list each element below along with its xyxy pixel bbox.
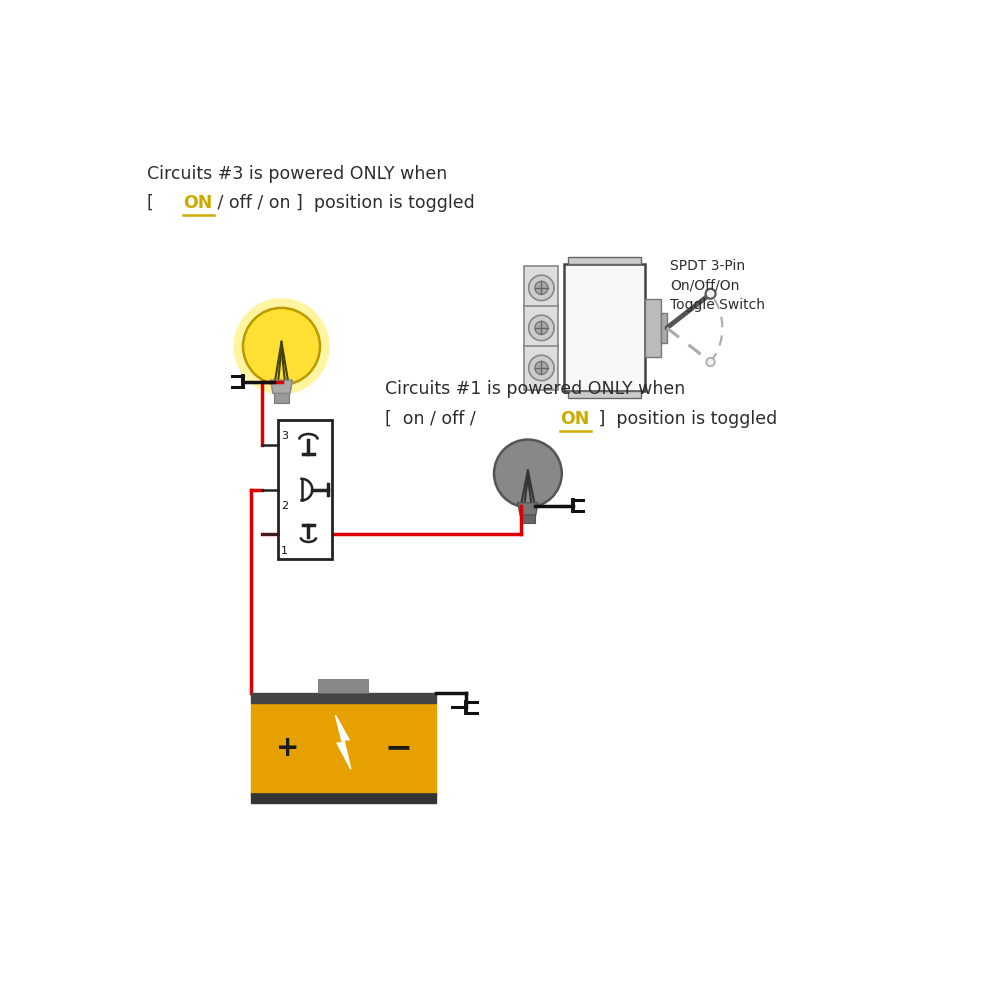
Bar — [568, 257, 641, 264]
Text: ]  position is toggled: ] position is toggled — [593, 410, 777, 428]
Bar — [251, 693, 436, 703]
Text: 2: 2 — [281, 501, 288, 511]
Text: Circuits #3 is powered ONLY when: Circuits #3 is powered ONLY when — [147, 165, 447, 183]
Text: ON: ON — [560, 410, 590, 428]
Bar — [318, 679, 368, 693]
Bar — [524, 306, 558, 349]
Circle shape — [243, 308, 320, 385]
Text: / off / on ]  position is toggled: / off / on ] position is toggled — [212, 194, 475, 212]
Polygon shape — [335, 715, 351, 769]
Circle shape — [233, 298, 330, 395]
Bar — [661, 312, 667, 343]
Text: SPDT 3-Pin
On/Off/On
Toggle Switch: SPDT 3-Pin On/Off/On Toggle Switch — [670, 259, 765, 312]
Circle shape — [706, 289, 716, 299]
Text: 1: 1 — [281, 546, 288, 556]
Polygon shape — [271, 380, 292, 393]
Polygon shape — [518, 503, 538, 515]
Circle shape — [529, 355, 554, 381]
Bar — [645, 299, 661, 357]
Bar — [251, 792, 436, 803]
Bar — [274, 393, 289, 403]
Text: [  on / off /: [ on / off / — [385, 410, 482, 428]
Bar — [568, 391, 641, 398]
Text: Circuits #1 is powered ONLY when: Circuits #1 is powered ONLY when — [385, 380, 686, 398]
Circle shape — [529, 315, 554, 341]
Text: −: − — [385, 731, 413, 764]
Text: 3: 3 — [281, 431, 288, 441]
Text: ON: ON — [183, 194, 212, 212]
Circle shape — [706, 358, 715, 366]
Bar — [521, 515, 535, 523]
Bar — [251, 703, 436, 792]
Bar — [278, 420, 332, 559]
Circle shape — [529, 275, 554, 301]
Bar — [524, 346, 558, 390]
Circle shape — [535, 281, 548, 294]
Bar — [524, 266, 558, 309]
Bar — [564, 264, 645, 391]
Circle shape — [535, 361, 548, 374]
Text: [: [ — [147, 194, 164, 212]
Text: +: + — [276, 734, 299, 762]
Circle shape — [494, 440, 562, 507]
Circle shape — [535, 321, 548, 334]
